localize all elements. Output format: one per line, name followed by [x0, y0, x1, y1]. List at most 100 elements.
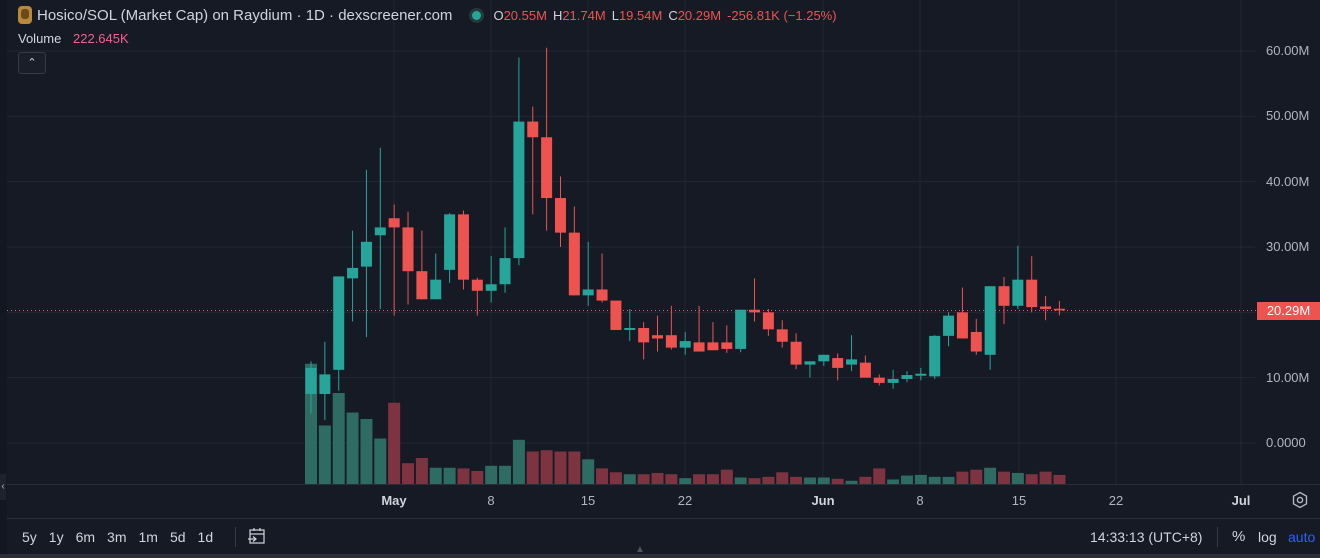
volume-bar [831, 478, 844, 484]
volume-bar [776, 472, 789, 484]
candle [360, 241, 372, 267]
volume-label: Volume [18, 31, 62, 46]
volume-bar [928, 476, 941, 484]
collapse-legend-button[interactable]: ⌃ [18, 52, 46, 74]
volume-bar [637, 474, 650, 484]
candle [471, 279, 483, 291]
candle [943, 315, 955, 336]
candle [568, 232, 580, 296]
volume-bar [679, 478, 692, 484]
time-axis-label: 15 [580, 493, 596, 508]
percent-scale-toggle[interactable]: % [1232, 528, 1246, 545]
ohlc-high: H21.74M [552, 7, 606, 23]
volume-bar [346, 412, 359, 484]
candle [624, 328, 636, 330]
candle [665, 335, 677, 348]
range-1d[interactable]: 1d [197, 529, 214, 545]
range-6m[interactable]: 6m [75, 529, 96, 545]
candle [430, 279, 442, 300]
y-axis-label: 30.00M [1266, 239, 1310, 254]
volume-bar [499, 465, 512, 484]
candle [915, 373, 927, 376]
volume-bar [734, 477, 747, 484]
range-1m[interactable]: 1m [138, 529, 158, 545]
time-axis[interactable]: May 8 15 22 Jun 8 15 22 Jul [7, 484, 1320, 519]
range-5y[interactable]: 5y [22, 529, 37, 545]
candle [749, 309, 761, 313]
time-axis-label: 22 [677, 493, 693, 508]
candle [610, 300, 622, 330]
volume-bar [970, 469, 983, 484]
volume-bar [415, 458, 428, 484]
candle [929, 335, 941, 377]
volume-bar [318, 425, 331, 484]
volume-bar [360, 419, 373, 484]
volume-bar [693, 474, 706, 484]
volume-bar [512, 439, 525, 484]
volume-bar [609, 472, 622, 484]
scroll-up-icon[interactable]: ▲ [635, 544, 645, 555]
time-axis-label: 22 [1108, 493, 1124, 508]
settings-icon[interactable] [1291, 491, 1309, 509]
time-axis-label: 8 [487, 493, 495, 508]
candle [444, 214, 456, 270]
volume-bar [485, 465, 498, 484]
volume-bar [1011, 472, 1024, 484]
candle [832, 358, 844, 368]
y-axis-label: 40.00M [1266, 174, 1310, 189]
candle [790, 341, 802, 365]
volume-bar [623, 474, 636, 484]
candle [402, 227, 414, 272]
volume-bar [471, 471, 484, 484]
candle [499, 258, 511, 285]
candle [804, 361, 816, 365]
go-to-date-icon[interactable] [247, 526, 267, 546]
clock-timezone[interactable]: 14:33:13 (UTC+8) [1090, 529, 1203, 545]
candle [582, 289, 594, 296]
candle [374, 227, 386, 236]
volume-bar [887, 479, 900, 484]
candle [901, 375, 913, 379]
collapse-sidebar-icon[interactable]: ‹ [0, 474, 6, 500]
candle [970, 331, 982, 352]
candle [305, 367, 317, 395]
chevron-up-icon: ⌃ [27, 57, 37, 69]
volume-bar [748, 478, 761, 484]
chart-pane[interactable] [7, 0, 1320, 558]
candle [347, 267, 359, 279]
candle [693, 342, 705, 352]
log-scale-toggle[interactable]: log [1258, 529, 1277, 545]
bottom-scrollbar[interactable] [0, 554, 1320, 558]
chart-legend: Hosico/SOL (Market Cap) on Raydium · 1D … [18, 6, 837, 24]
candle [1026, 279, 1038, 308]
volume-bar [402, 463, 415, 484]
candle [1040, 306, 1052, 310]
volume-bar [665, 474, 678, 484]
candle [956, 312, 968, 339]
volume-bar [1053, 474, 1066, 484]
range-selector: 5y 1y 6m 3m 1m 5d 1d [22, 529, 225, 545]
volume-bar [762, 476, 775, 484]
volume-bar [457, 468, 470, 484]
candle [527, 121, 539, 138]
price-chart[interactable] [0, 0, 1320, 490]
volume-bar [374, 438, 387, 484]
volume-bar [1039, 471, 1052, 484]
time-axis-label: 15 [1011, 493, 1027, 508]
range-3m[interactable]: 3m [107, 529, 127, 545]
auto-scale-toggle[interactable]: auto [1288, 529, 1316, 545]
candle [762, 312, 774, 330]
volume-bar [900, 475, 913, 484]
range-5d[interactable]: 5d [169, 529, 186, 545]
candle [457, 214, 469, 280]
volume-bar [554, 451, 567, 484]
divider [1217, 527, 1218, 547]
candle [721, 342, 733, 349]
range-1y[interactable]: 1y [48, 529, 64, 545]
candle [1053, 308, 1065, 311]
volume-legend: Volume 222.645K [18, 31, 129, 46]
token-logo-icon [18, 6, 32, 24]
chart-title: Hosico/SOL (Market Cap) on Raydium · 1D … [37, 6, 453, 24]
volume-bar [568, 451, 581, 484]
volume-bar [706, 474, 719, 484]
